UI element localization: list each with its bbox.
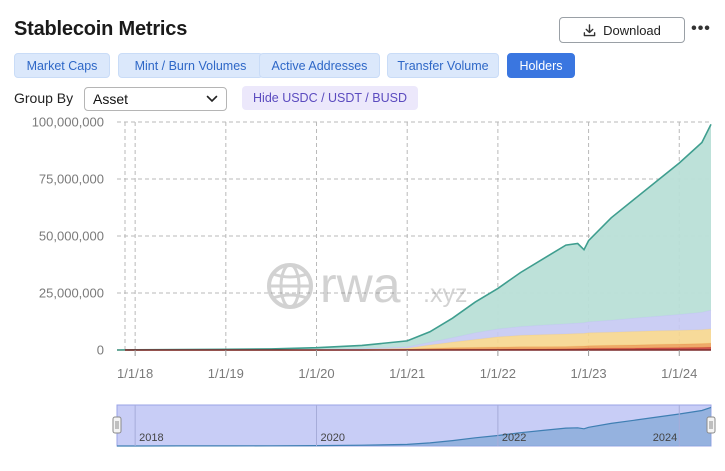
x-tick-label: 1/1/23 — [570, 366, 606, 381]
download-button[interactable]: Download — [559, 17, 685, 43]
navigator-label: 2018 — [139, 432, 163, 444]
group-by-value: Asset — [93, 91, 129, 107]
x-tick-label: 1/1/20 — [298, 366, 334, 381]
tab-transfer-volume[interactable]: Transfer Volume — [387, 53, 499, 78]
tab-holders[interactable]: Holders — [507, 53, 575, 78]
chevron-down-icon — [206, 95, 218, 103]
range-navigator[interactable]: 2018 2020 2022 2024 — [112, 404, 716, 447]
download-icon — [583, 23, 596, 36]
x-tick-label: 1/1/24 — [661, 366, 697, 381]
area-orange — [117, 343, 711, 350]
navigator-line — [117, 406, 712, 447]
area-teal — [117, 124, 711, 350]
x-tick-label: 1/1/19 — [208, 366, 244, 381]
x-tick-label: 1/1/18 — [117, 366, 153, 381]
area-lavender — [117, 310, 711, 350]
y-tick-label: 0 — [97, 343, 104, 358]
y-tick-label: 75,000,000 — [39, 172, 104, 187]
watermark-suffix: .xyz — [423, 280, 467, 308]
chart-areas — [116, 123, 712, 351]
y-tick-label: 100,000,000 — [32, 115, 104, 130]
navigator-label: 2020 — [321, 432, 345, 444]
y-tick-label: 50,000,000 — [39, 229, 104, 244]
navigator-right-handle[interactable] — [706, 416, 716, 434]
tab-mint-burn-volumes[interactable]: Mint / Burn Volumes — [118, 53, 263, 78]
tab-market-caps[interactable]: Market Caps — [14, 53, 110, 78]
download-button-label: Download — [603, 22, 661, 38]
page-title: Stablecoin Metrics — [14, 18, 188, 40]
hide-major-stablecoins-button[interactable]: Hide USDC / USDT / BUSD — [242, 86, 418, 110]
group-by-label: Group By — [14, 90, 74, 106]
y-tick-label: 25,000,000 — [39, 286, 104, 301]
x-tick-label: 1/1/22 — [480, 366, 516, 381]
navigator-left-handle[interactable] — [112, 416, 122, 434]
x-tick-label: 1/1/21 — [389, 366, 425, 381]
navigator-label: 2022 — [502, 432, 526, 444]
group-by-select[interactable]: Asset — [84, 87, 227, 111]
navigator-area — [117, 407, 711, 446]
globe-icon — [267, 263, 313, 309]
x-axis-ticks: 1/1/18 1/1/19 1/1/20 1/1/21 1/1/22 1/1/23 1/1/… — [117, 350, 697, 381]
rwa-watermark: rwa .xyz — [267, 257, 467, 313]
navigator-label: 2024 — [653, 432, 677, 444]
more-options-icon[interactable]: ••• — [691, 20, 711, 37]
line-teal — [116, 123, 712, 351]
tab-active-addresses[interactable]: Active Addresses — [259, 53, 380, 78]
y-axis-ticks: 0 25,000,000 50,000,000 75,000,000 100,000,0… — [32, 115, 104, 358]
watermark-text: rwa — [320, 257, 401, 313]
